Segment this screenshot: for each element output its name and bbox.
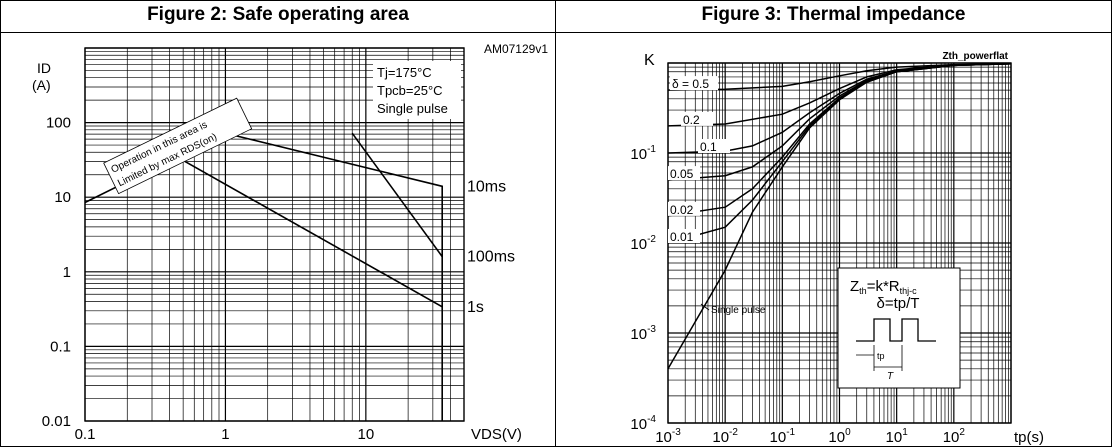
zth-curve — [667, 63, 1012, 370]
y-axis-label: K — [644, 52, 655, 69]
condition-text: Single pulse — [377, 101, 448, 116]
duty-label: δ = 0.5 — [672, 77, 709, 91]
duty-label: 0.2 — [683, 113, 700, 127]
conditions-box — [373, 61, 461, 119]
x-tick-label: 1 — [221, 426, 229, 443]
series-label-100ms: 100ms — [467, 249, 515, 266]
condition-text: Tpcb=25°C — [377, 83, 443, 98]
tp-label: tp — [877, 351, 885, 361]
pulse-waveform — [856, 318, 936, 342]
y-tick-label: 10-2 — [630, 234, 656, 253]
soa-figure-title: Figure 2: Safe operating area — [147, 4, 409, 25]
duty-label-bg — [668, 166, 700, 181]
duty-label: 0.05 — [670, 167, 694, 181]
x-tick-label: 0.1 — [75, 426, 96, 443]
zth-curve — [667, 63, 1012, 91]
y-tick-label: 0.1 — [50, 338, 71, 355]
duty-label-bg — [698, 139, 730, 153]
y-axis-label: ID — [37, 60, 51, 76]
x-tick-label: 101 — [886, 427, 909, 446]
x-tick-label: 102 — [943, 427, 966, 446]
zth-formula: Zth=k*Rthj-c — [850, 278, 917, 296]
title-divider — [556, 32, 1111, 33]
soa-curve-1s — [177, 156, 443, 308]
period-label: T — [887, 371, 894, 382]
duty-label: 0.01 — [670, 230, 694, 244]
annotation-box — [103, 97, 253, 195]
thermal-chart: 10-3 10-2 10-1 100 101 10210-410-310-210-1tp(… — [630, 51, 1044, 446]
x-tick-label: 10-1 — [770, 427, 796, 446]
x-axis-label: tp(s) — [1014, 429, 1044, 446]
y-tick-label: 10-3 — [630, 324, 656, 343]
duty-label-bg — [670, 76, 718, 91]
x-tick-label: 10-2 — [712, 427, 738, 446]
y-axis-unit: (A) — [32, 77, 51, 93]
duty-label-bg — [668, 229, 700, 243]
duty-label: 0.02 — [670, 203, 694, 217]
x-axis-label: VDS(V) — [471, 426, 522, 443]
soa-figure-panel: Figure 2: Safe operating area 0.1 1 10 0.01… — [0, 0, 556, 447]
soa-curve-100ms — [351, 132, 443, 258]
thermal-figure-panel: Figure 3: Thermal impedance 10-3 10-2 10-1… — [555, 0, 1112, 447]
figure-code: Zth_powerflat — [942, 51, 1008, 62]
y-tick-label: 10 — [54, 189, 71, 206]
figure-code: AM07129v1 — [484, 42, 548, 56]
y-tick-label: 100 — [46, 115, 71, 132]
title-divider — [1, 32, 555, 33]
thermal-figure-title: Figure 3: Thermal impedance — [701, 4, 966, 25]
y-tick-label: 10-1 — [630, 144, 656, 163]
single-pulse-arrow — [700, 303, 710, 311]
x-tick-label: 100 — [828, 427, 851, 446]
x-tick-label: 10-3 — [655, 427, 681, 446]
x-tick-label: 10 — [358, 426, 375, 443]
plot-frame — [84, 47, 465, 422]
duty-label-bg — [681, 111, 713, 126]
formula-box: Zth=k*Rthj-cδ=tp/T tpT — [837, 267, 961, 389]
y-tick-label: 10-4 — [630, 414, 656, 433]
condition-text: Tj=175°C — [377, 65, 432, 80]
formula-frame — [837, 267, 961, 389]
y-tick-label: 1 — [63, 264, 71, 281]
duty-label-bg — [668, 201, 700, 216]
duty-label: 0.1 — [700, 140, 717, 154]
duty-formula: δ=tp/T — [877, 295, 920, 312]
single-pulse-label: Single pulse — [711, 305, 766, 316]
soa-chart: 0.1 1 100.010.1110100VDS(V)ID(A)AM07129v1T… — [32, 42, 548, 443]
series-label-10ms: 10ms — [467, 178, 506, 195]
series-label-1s: 1s — [467, 299, 484, 316]
y-tick-label: 0.01 — [42, 413, 71, 430]
